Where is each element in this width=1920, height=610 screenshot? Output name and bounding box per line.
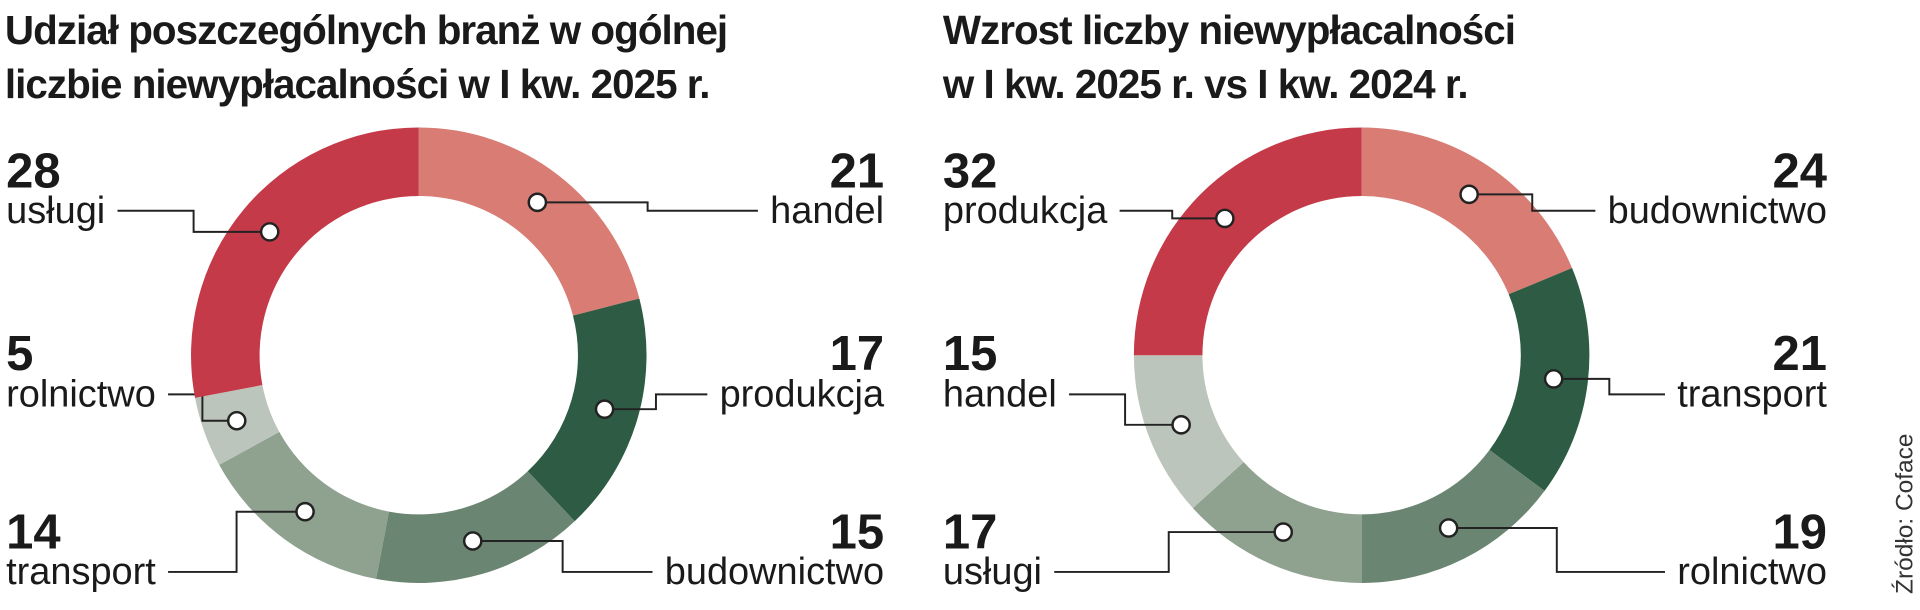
leader-line [117,209,270,233]
category-label: transport [1677,374,1827,416]
leader-dot [1459,184,1479,205]
donut-segment [1361,450,1545,583]
leader-dot [295,501,315,522]
donut-segment [1192,462,1362,583]
category-label: budownictwo [1608,190,1827,232]
source: Źródło: Coface [1892,433,1919,593]
leader-dot [1215,208,1235,229]
category-label: handel [770,190,884,232]
leader-dot [259,222,280,242]
leader-dot [1543,369,1564,389]
donut-segment [191,127,419,398]
donut-segment [1133,355,1244,509]
leader-dot [1438,518,1459,538]
leader-dot [226,410,247,431]
category-label: rolnictwo [6,374,156,416]
leader-line [168,510,306,573]
title-line: liczbie niewypłacalności w I kw. 2025 r. [5,61,710,107]
donut-segment [376,471,575,583]
value-label: 17 [830,327,884,381]
title-line: Udział poszczególnych branż w ogólnej [5,7,727,53]
value-label: 5 [6,327,33,381]
leader-line [1054,531,1284,573]
category-label: transport [6,551,156,593]
value-label: 21 [830,144,884,198]
value-label: 21 [1772,327,1826,381]
leader-dot [1171,415,1191,435]
category-label: handel [943,374,1057,416]
donut-segment [1489,268,1590,491]
category-label: rolnictwo [1677,551,1827,593]
value-label: 19 [1772,506,1826,560]
value-label: 15 [943,327,997,381]
category-label: usługi [6,190,105,232]
donut-segment [527,298,647,522]
leader-line [472,540,653,573]
leader-line [1553,377,1665,396]
leader-line [537,201,758,212]
leader-line [1469,193,1596,212]
value-label: 28 [6,144,60,198]
category-label: budownictwo [665,551,884,593]
leader-line [1448,527,1665,573]
leader-dot [1273,522,1294,542]
category-label: produkcja [720,374,885,416]
leader-line [168,393,237,422]
chart-title: Wzrost liczby niewypłacalności w I kw. 20… [942,7,1515,107]
value-label: 24 [1772,144,1826,198]
value-label: 17 [943,506,997,560]
donut-segment [1133,127,1362,356]
leader-line [1119,209,1225,220]
value-label: 14 [6,506,60,560]
leader-line [1069,393,1182,426]
category-label: produkcja [943,190,1108,232]
value-label: 32 [943,144,997,198]
donut-segment [1361,127,1573,295]
leader-dot [462,531,483,551]
category-label: usługi [943,551,1042,593]
title-line: w I kw. 2025 r. vs I kw. 2024 r. [942,61,1468,107]
title-line: Wzrost liczby niewypłacalności [943,7,1515,53]
leader-dot [594,399,615,419]
leader-dot [527,192,548,213]
value-label: 15 [830,506,884,560]
donut-segment [418,127,640,316]
chart-title: Udział poszczególnych branż w ogólnej lic… [5,7,727,107]
leader-line [604,393,708,411]
